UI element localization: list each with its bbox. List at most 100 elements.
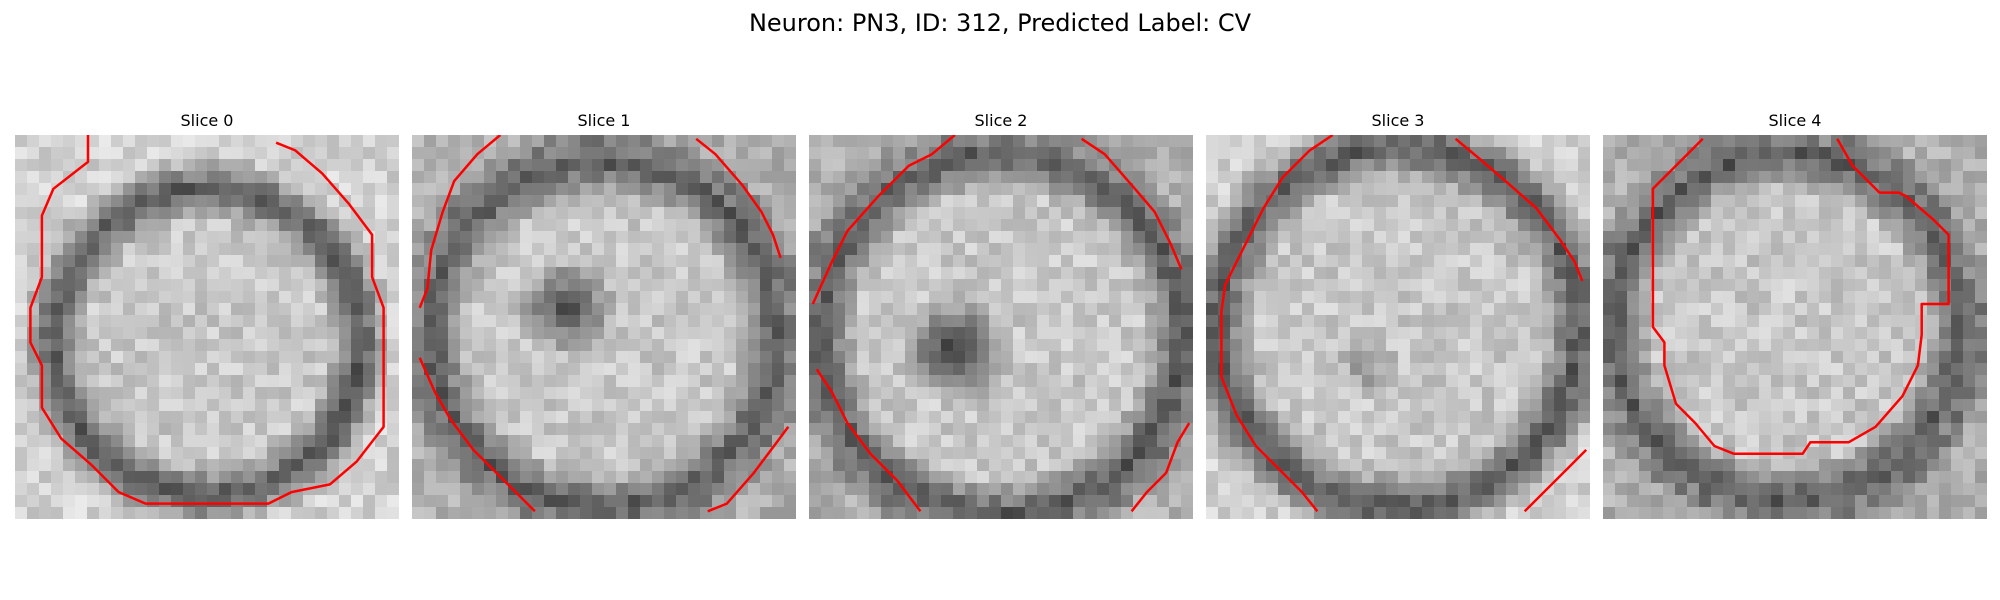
pixel — [1771, 399, 1784, 412]
pixel — [748, 375, 761, 388]
pixel — [736, 459, 749, 472]
pixel — [99, 219, 112, 232]
pixel — [219, 507, 232, 519]
pixel — [147, 219, 160, 232]
pixel — [1338, 447, 1351, 460]
pixel — [1723, 435, 1736, 448]
pixel — [1771, 159, 1784, 172]
pixel — [1867, 327, 1880, 340]
pixel — [27, 471, 40, 484]
pixel — [1530, 507, 1543, 519]
pixel — [496, 435, 509, 448]
pixel — [1049, 231, 1062, 244]
pixel — [700, 351, 713, 364]
pixel — [1578, 219, 1590, 232]
pixel — [1386, 495, 1399, 508]
pixel — [1530, 459, 1543, 472]
pixel — [484, 291, 497, 304]
pixel — [965, 399, 978, 412]
pixel — [1362, 399, 1375, 412]
pixel — [1578, 459, 1590, 472]
pixel — [664, 471, 677, 484]
pixel — [1230, 435, 1243, 448]
pixel — [520, 327, 533, 340]
pixel — [1374, 279, 1387, 292]
pixel — [231, 495, 244, 508]
pixel — [640, 327, 653, 340]
pixel — [760, 255, 773, 268]
pixel — [279, 243, 292, 256]
pixel — [1206, 363, 1219, 376]
pixel — [1097, 459, 1110, 472]
pixel — [424, 339, 437, 352]
pixel — [1181, 471, 1193, 484]
pixel — [1711, 231, 1724, 244]
pixel — [748, 327, 761, 340]
pixel — [917, 459, 930, 472]
pixel — [1783, 159, 1796, 172]
pixel — [568, 135, 581, 148]
pixel — [1566, 483, 1579, 496]
pixel — [1157, 507, 1170, 519]
pixel — [484, 387, 497, 400]
pixel — [1651, 447, 1664, 460]
pixel — [1903, 351, 1916, 364]
pixel — [1109, 303, 1122, 316]
pixel — [977, 363, 990, 376]
pixel — [375, 267, 388, 280]
pixel — [652, 507, 665, 519]
pixel — [1169, 495, 1182, 508]
pixel — [676, 195, 689, 208]
pixel — [496, 411, 509, 424]
pixel — [941, 459, 954, 472]
pixel — [1157, 159, 1170, 172]
pixel — [1783, 183, 1796, 196]
pixel — [821, 447, 834, 460]
pixel — [604, 315, 617, 328]
pixel — [556, 387, 569, 400]
pixel — [1181, 351, 1193, 364]
pixel — [1506, 303, 1519, 316]
pixel — [1566, 471, 1579, 484]
pixel — [1266, 279, 1279, 292]
pixel — [231, 339, 244, 352]
pixel — [977, 147, 990, 160]
pixel — [977, 195, 990, 208]
pixel — [375, 351, 388, 364]
pixel — [977, 459, 990, 472]
pixel — [27, 387, 40, 400]
pixel — [1819, 327, 1832, 340]
pixel — [279, 471, 292, 484]
pixel — [784, 231, 796, 244]
pixel — [327, 267, 340, 280]
pixel — [1603, 387, 1616, 400]
pixel — [243, 195, 256, 208]
pixel — [27, 375, 40, 388]
pixel — [159, 159, 172, 172]
pixel — [1254, 447, 1267, 460]
pixel — [231, 399, 244, 412]
pixel — [1891, 195, 1904, 208]
pixel — [135, 363, 148, 376]
pixel — [1975, 255, 1987, 268]
pixel — [544, 339, 557, 352]
pixel — [1422, 243, 1435, 256]
pixel — [748, 507, 761, 519]
pixel — [135, 195, 148, 208]
pixel — [652, 387, 665, 400]
pixel — [1133, 171, 1146, 184]
pixel — [664, 135, 677, 148]
pixel — [929, 207, 942, 220]
pixel — [1482, 255, 1495, 268]
pixel — [315, 291, 328, 304]
pixel — [1290, 243, 1303, 256]
pixel — [688, 447, 701, 460]
pixel — [1951, 255, 1964, 268]
pixel — [857, 339, 870, 352]
pixel — [351, 327, 364, 340]
pixel — [1771, 195, 1784, 208]
pixel — [784, 171, 796, 184]
pixel — [1254, 471, 1267, 484]
pixel — [905, 147, 918, 160]
pixel — [147, 279, 160, 292]
